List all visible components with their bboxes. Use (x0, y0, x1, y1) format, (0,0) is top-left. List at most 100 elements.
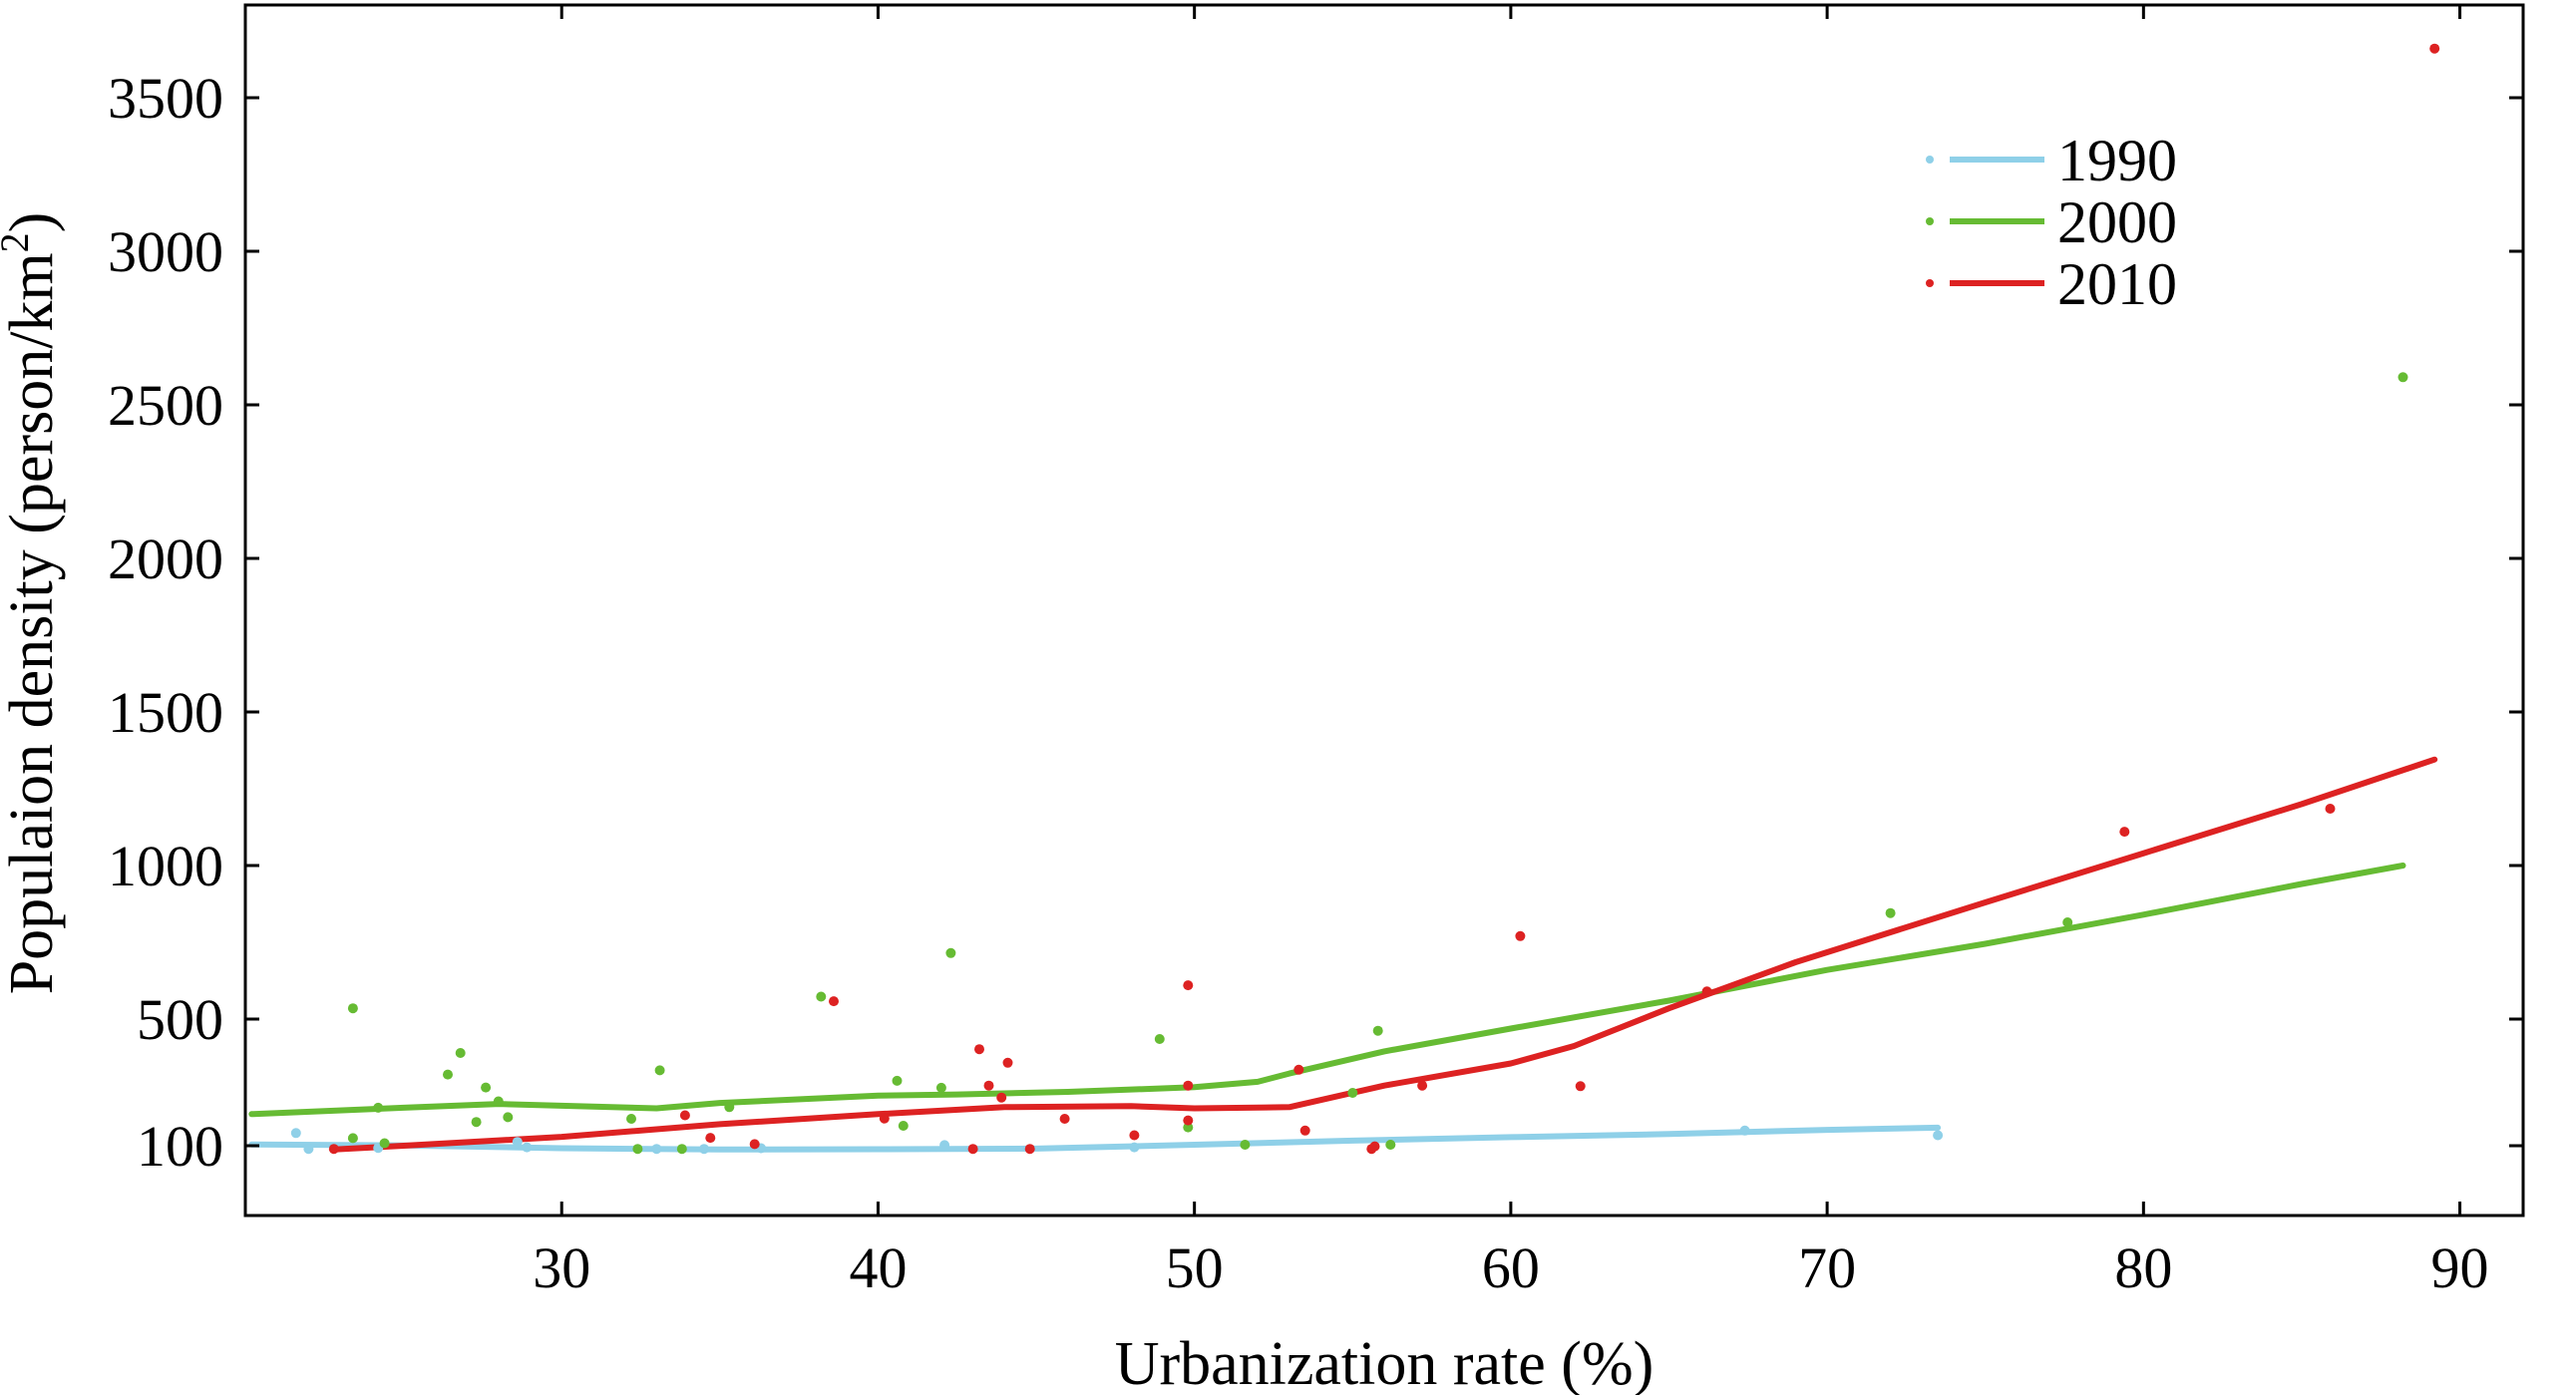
point-2000-19 (945, 947, 956, 958)
point-2000-9 (503, 1112, 514, 1123)
point-2000-28 (2397, 372, 2408, 383)
fit-lines (248, 756, 2438, 1153)
point-2000-26 (1885, 907, 1896, 918)
point-2010-9 (996, 1092, 1007, 1103)
x-tick-label-80: 80 (2114, 1235, 2172, 1300)
point-2010-8 (983, 1080, 994, 1091)
point-1990-5 (651, 1144, 662, 1155)
point-1990-6 (699, 1144, 709, 1155)
point-2000-11 (632, 1144, 643, 1155)
y-tick-label-2000: 2000 (108, 526, 223, 591)
point-2000-22 (1240, 1140, 1251, 1150)
point-1990-8 (939, 1140, 950, 1151)
point-2010-2 (705, 1133, 716, 1144)
point-2010-21 (1417, 1080, 1428, 1091)
x-axis-title: Urbanization rate (%) (1115, 1330, 1655, 1395)
point-2000-24 (1372, 1025, 1383, 1036)
point-2000-13 (676, 1144, 687, 1155)
data-points (290, 43, 2440, 1155)
y-tick-label-3000: 3000 (108, 219, 223, 284)
point-2010-24 (1701, 986, 1712, 997)
point-2000-21 (1183, 1122, 1194, 1133)
point-1990-0 (290, 1128, 301, 1139)
point-2010-10 (1002, 1057, 1013, 1068)
point-2010-13 (1129, 1130, 1140, 1141)
point-2000-20 (1154, 1034, 1165, 1044)
legend-label-2010: 2010 (2057, 251, 2177, 317)
point-2010-22 (1515, 930, 1526, 941)
legend-label-1990: 1990 (2057, 128, 2177, 193)
point-2010-25 (2119, 827, 2130, 838)
point-2010-12 (1059, 1114, 1070, 1124)
point-2000-27 (2062, 917, 2073, 927)
point-2010-11 (1024, 1144, 1035, 1155)
legend-marker-2010 (1926, 279, 1934, 287)
point-2000-3 (379, 1138, 390, 1149)
x-tick-label-40: 40 (849, 1235, 907, 1300)
x-tick-label-90: 90 (2431, 1235, 2489, 1300)
plot-frame (243, 3, 2525, 1218)
y-tick-label-1500: 1500 (108, 680, 223, 745)
plot-area (243, 3, 2525, 1218)
point-2010-5 (879, 1113, 890, 1124)
y-tick-label-1000: 1000 (108, 834, 223, 898)
point-2000-16 (892, 1075, 903, 1086)
point-2010-4 (829, 996, 839, 1007)
x-axis: 30 40 50 60 70 80 90 (533, 5, 2489, 1300)
point-1990-4 (522, 1142, 533, 1153)
point-1990-1 (303, 1144, 314, 1155)
y-tick-label-3500: 3500 (108, 66, 223, 131)
point-2000-0 (347, 1003, 358, 1014)
point-1990-11 (1739, 1125, 1750, 1136)
point-2010-18 (1299, 1125, 1310, 1136)
point-2010-3 (749, 1139, 760, 1150)
point-2010-6 (967, 1144, 978, 1155)
point-2010-14 (1183, 1115, 1194, 1126)
point-2000-18 (935, 1082, 946, 1093)
point-2010-0 (328, 1144, 339, 1155)
y-tick-label-2500: 2500 (108, 373, 223, 438)
y-axis-title: Populaion density (person/km2) (0, 212, 66, 995)
y-axis-title-superscript: 2 (0, 232, 37, 252)
point-2000-12 (654, 1065, 665, 1076)
point-2010-23 (1575, 1081, 1586, 1092)
x-tick-label-30: 30 (533, 1235, 590, 1300)
fit-line-1990 (248, 1124, 1942, 1153)
x-tick-label-60: 60 (1482, 1235, 1540, 1300)
fit-line-2010 (330, 756, 2438, 1153)
point-2010-26 (2325, 804, 2336, 814)
legend-marker-2000 (1926, 217, 1934, 225)
y-tick-label-100: 100 (137, 1114, 223, 1179)
legend-marker-1990 (1926, 156, 1934, 164)
y-tick-label-500: 500 (137, 987, 223, 1052)
point-2000-15 (816, 991, 827, 1002)
point-2010-17 (1293, 1064, 1304, 1075)
point-2000-10 (626, 1114, 636, 1124)
point-2000-5 (455, 1048, 466, 1058)
point-2000-6 (471, 1117, 482, 1128)
legend-label-2000: 2000 (2057, 189, 2177, 255)
point-2000-23 (1347, 1088, 1358, 1098)
point-2000-2 (373, 1102, 384, 1113)
fit-line-2000 (248, 863, 2406, 1118)
point-2010-7 (974, 1044, 984, 1055)
point-2000-1 (347, 1133, 358, 1144)
point-2000-14 (724, 1102, 735, 1113)
y-axis-title-main: Populaion density (person/km (0, 252, 66, 994)
point-2000-7 (481, 1082, 492, 1093)
y-axis: 100 500 1000 1500 2000 2500 3000 3500 (108, 66, 2523, 1179)
x-tick-label-70: 70 (1798, 1235, 1856, 1300)
point-2000-4 (443, 1069, 453, 1080)
point-1990-12 (1933, 1130, 1944, 1141)
point-2010-20 (1369, 1141, 1380, 1152)
x-tick-label-50: 50 (1166, 1235, 1224, 1300)
y-axis-title-close: ) (0, 212, 66, 233)
point-2000-17 (898, 1121, 909, 1131)
point-2010-27 (2429, 43, 2440, 54)
point-2010-1 (679, 1110, 690, 1121)
point-1990-9 (1129, 1142, 1140, 1153)
point-2000-25 (1385, 1140, 1396, 1150)
point-1990-3 (512, 1137, 523, 1148)
